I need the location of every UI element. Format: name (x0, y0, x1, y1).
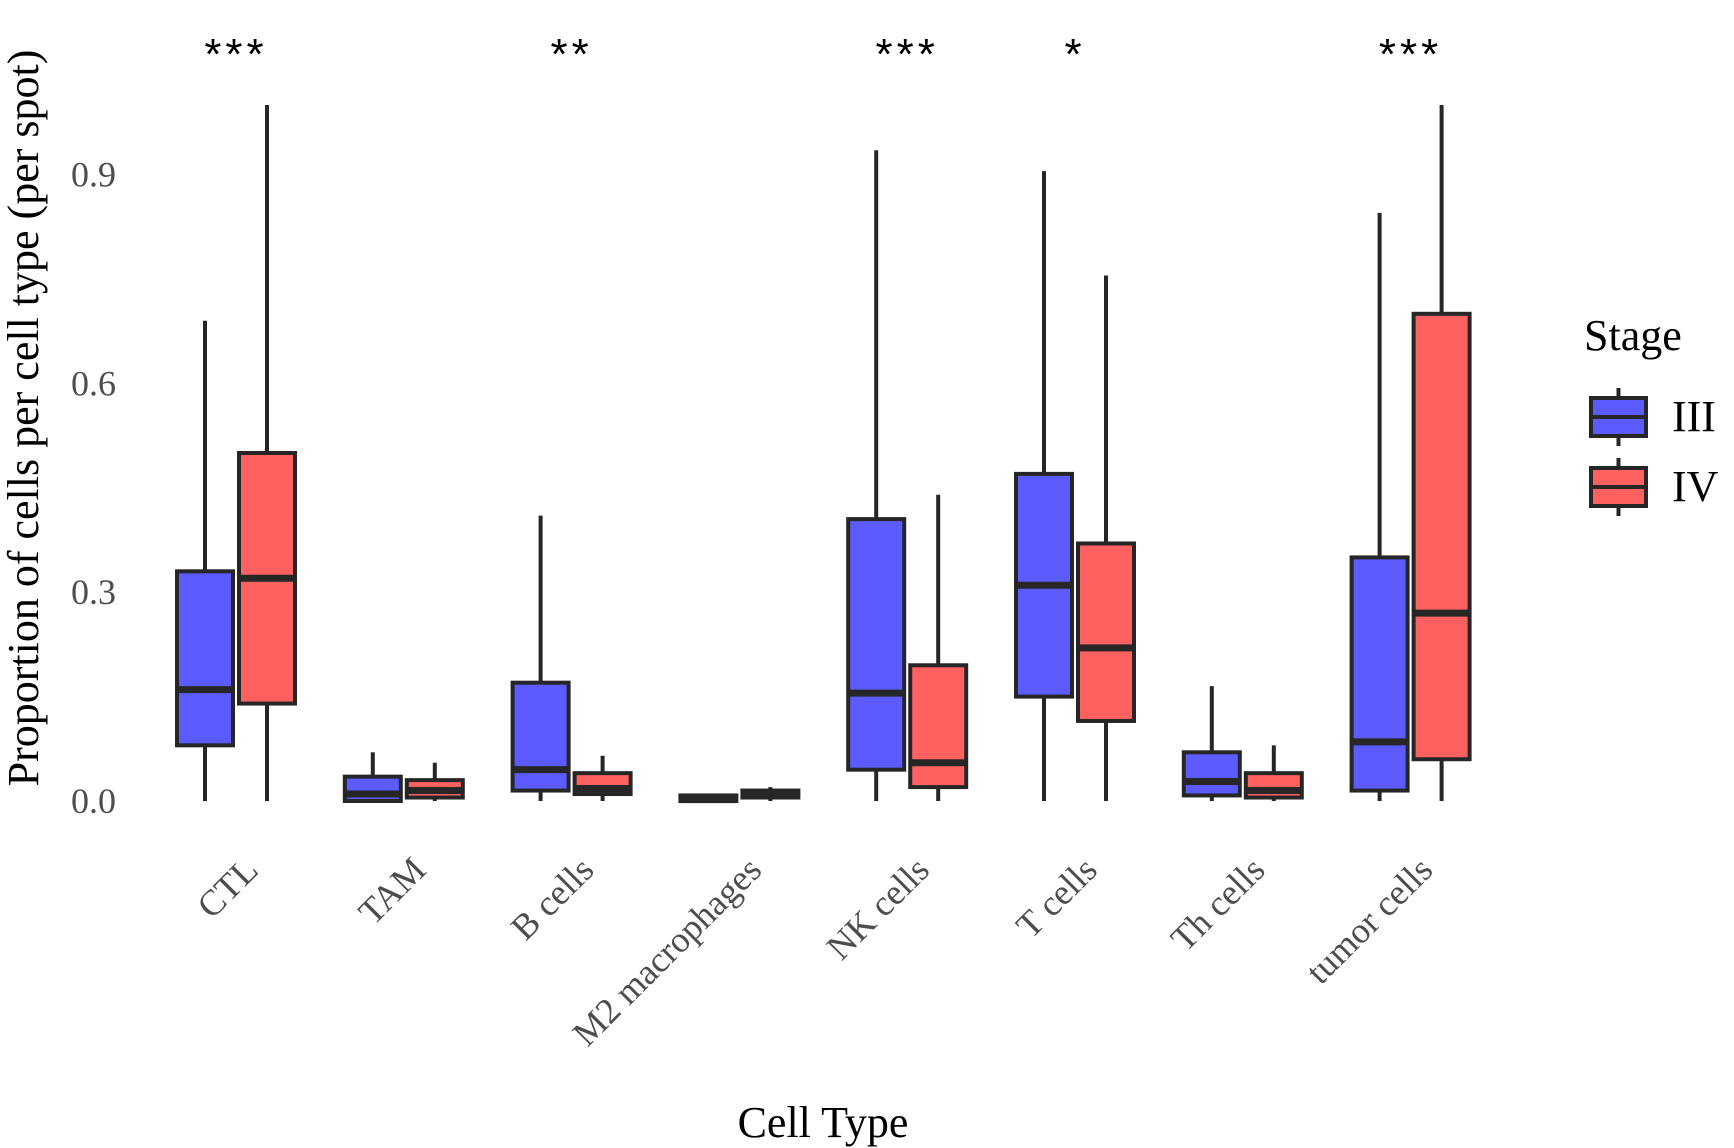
significance-label: ** (550, 30, 592, 79)
legend-entry-iii: III (1589, 388, 1716, 446)
box-iii (1014, 171, 1074, 801)
x-tick-label: NK cells (819, 849, 937, 967)
legend-label: IV (1672, 462, 1719, 511)
box-iv (740, 787, 801, 801)
box-iv (1411, 105, 1472, 801)
legend-label: III (1672, 392, 1716, 441)
x-tick-label: tumor cells (1298, 849, 1440, 991)
box-iv (1076, 275, 1136, 801)
box-iqr (1411, 311, 1472, 762)
box-iii (342, 752, 403, 804)
box-group-t-cells: * (1014, 30, 1136, 801)
box-iqr (1181, 750, 1242, 798)
box-iqr (1349, 555, 1410, 793)
box-iii (1349, 212, 1410, 801)
plot-area: *** ** *** * *** (175, 30, 1472, 804)
x-tick-label: CTL (189, 849, 265, 925)
box-iii (175, 320, 235, 801)
box-iv (572, 755, 633, 801)
x-tick-label: T cells (1008, 849, 1104, 945)
x-tick-label: Th cells (1163, 849, 1273, 959)
legend-keys: III IV (1589, 388, 1719, 516)
box-group-b-cells: ** (510, 30, 633, 801)
box-group-tam (342, 752, 465, 804)
x-tick-label: B cells (503, 849, 601, 947)
box-iqr (510, 680, 571, 793)
box-iii (678, 793, 739, 804)
y-axis-title: Proportion of cells per cell type (per s… (0, 50, 48, 787)
box-iqr (175, 569, 235, 748)
legend-title: Stage (1584, 311, 1682, 360)
box-iv (1243, 745, 1304, 801)
box-iii (1181, 686, 1242, 801)
box-iii (510, 515, 571, 801)
x-tick-label: TAM (351, 849, 434, 932)
significance-label: *** (204, 30, 267, 79)
box-iv (237, 105, 297, 801)
y-tick-label: 0.9 (71, 155, 116, 195)
box-group-tumor-cells: *** (1349, 30, 1472, 801)
box-group-ctl: *** (175, 30, 297, 801)
box-group-nk-cells: *** (846, 30, 969, 801)
box-iqr (846, 517, 907, 772)
x-axis-title: Cell Type (738, 1098, 909, 1147)
y-tick-label: 0.3 (71, 572, 116, 612)
box-group-th-cells (1181, 686, 1304, 801)
legend: Stage III IV (1584, 311, 1719, 516)
box-iv (404, 762, 465, 801)
box-group-m2-macrophages (678, 787, 801, 804)
box-iii (846, 150, 907, 801)
y-tick-label: 0.0 (71, 781, 116, 821)
significance-label: *** (876, 30, 939, 79)
box-iqr (1076, 541, 1136, 723)
legend-entry-iv: IV (1589, 458, 1719, 516)
y-tick-label: 0.6 (71, 363, 116, 403)
significance-label: *** (1379, 30, 1442, 79)
box-iv (908, 494, 969, 801)
box-iqr (908, 663, 969, 790)
significance-label: * (1064, 30, 1085, 79)
